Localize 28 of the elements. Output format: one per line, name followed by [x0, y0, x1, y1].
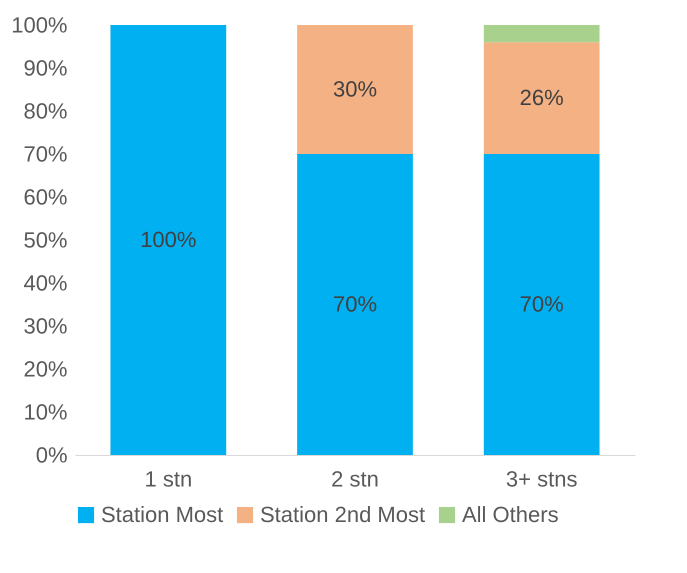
legend-label: Station 2nd Most [260, 502, 426, 527]
y-tick-label: 80% [23, 98, 68, 124]
y-tick-label: 50% [23, 228, 68, 252]
y-tick-label: 40% [23, 270, 68, 296]
bar [484, 25, 600, 42]
bar [297, 154, 413, 455]
data-label: 26% [520, 85, 564, 110]
bar [484, 42, 600, 154]
y-tick-label: 70% [23, 142, 68, 166]
y-tick-label: 100% [11, 12, 68, 38]
y-tick-label: 90% [23, 56, 68, 80]
legend-label: All Others [462, 502, 559, 527]
data-label: 100% [140, 227, 196, 252]
x-tick-label: 1 stn [144, 466, 192, 492]
y-tick-label: 0% [36, 442, 68, 468]
y-tick-label: 10% [23, 400, 68, 424]
x-tick-label: 3+ stns [506, 466, 578, 492]
legend-label: Station Most [101, 502, 224, 527]
y-tick-label: 60% [23, 184, 68, 210]
y-tick-label: 20% [23, 356, 68, 382]
x-tick-label: 2 stn [331, 466, 379, 492]
bar [110, 25, 226, 455]
data-label: 30% [332, 76, 378, 102]
data-label: 70% [332, 292, 378, 316]
bar [484, 154, 600, 455]
bar [297, 25, 413, 154]
data-label: 70% [520, 292, 564, 316]
y-tick-label: 30% [23, 314, 68, 338]
